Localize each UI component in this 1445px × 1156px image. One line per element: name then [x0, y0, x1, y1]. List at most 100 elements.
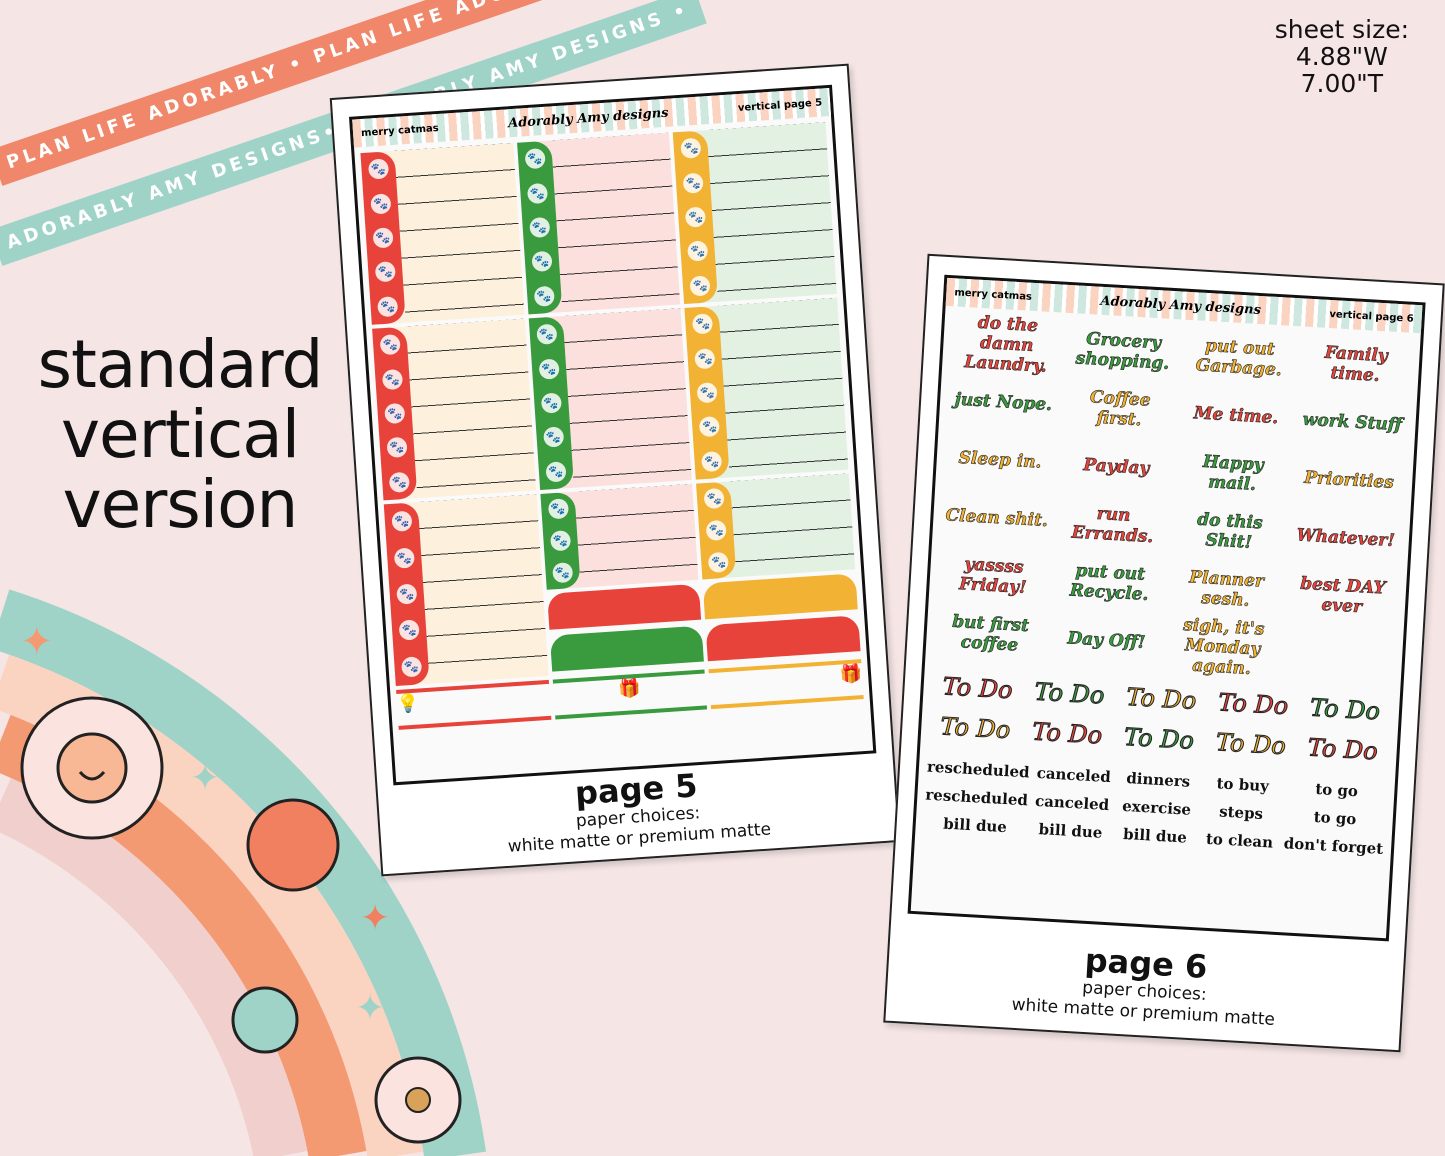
- phrase-sticker: Day Off!: [1066, 628, 1147, 653]
- phrase-sticker: Grocery shopping.: [1075, 329, 1170, 374]
- paw-icon: 🐾: [370, 192, 392, 215]
- label-sticker: bill due: [942, 814, 1008, 837]
- paw-icon: 🐾: [687, 240, 709, 263]
- page-label: vertical page 6: [1329, 308, 1414, 325]
- todo-sticker: To Do: [939, 712, 1012, 745]
- sparkle-icon: ✦: [20, 619, 54, 665]
- checklist-box: 🐾 🐾 🐾 🐾 🐾: [673, 122, 837, 305]
- todo-sticker: To Do: [1215, 728, 1287, 761]
- paw-icon: 🐾: [398, 619, 420, 641]
- checklist-box: 🐾 🐾 🐾 🐾 🐾: [360, 143, 525, 325]
- label-sticker: to go: [1314, 779, 1359, 801]
- paw-icon: 🐾: [374, 261, 397, 283]
- sheet-width: 4.88"W: [1295, 42, 1388, 71]
- paw-icon: 🐾: [388, 471, 410, 493]
- brand-logo: Adorably Amy designs: [1100, 293, 1262, 318]
- paw-icon: 🐾: [367, 158, 390, 180]
- phrase-sticker: do this Shit!: [1196, 509, 1264, 553]
- checklist-box: 🐾 🐾 🐾: [696, 473, 856, 580]
- phrase-sticker: Coffee first.: [1089, 387, 1152, 431]
- gift-icon: 🎁: [552, 669, 708, 720]
- paw-icon: 🐾: [705, 519, 728, 542]
- todo-sticker: To Do: [1123, 722, 1195, 755]
- paw-icon: 🐾: [696, 382, 719, 404]
- paw-icon: 🐾: [685, 206, 707, 228]
- phrase-sticker: Sleep in.: [958, 447, 1043, 473]
- label-sticker: canceled: [1036, 763, 1112, 787]
- phrase-sticker: run Errands.: [1071, 503, 1154, 548]
- phrase-sticker: just Nope.: [954, 389, 1053, 416]
- phrase-sticker: best DAY ever: [1299, 573, 1387, 618]
- todo-sticker: To Do: [1307, 733, 1379, 766]
- theme-label: merry catmas: [360, 122, 439, 139]
- paw-icon: 🐾: [396, 583, 418, 605]
- headline-line: vertical: [60, 396, 300, 473]
- phrase-stickers: do the damn Laundry. Grocery shopping. put…: [925, 306, 1421, 689]
- brand-logo: Adorably Amy designs: [507, 105, 669, 131]
- label-sticker: bill due: [1038, 820, 1103, 842]
- sticker-sheet-page-5: merry catmas Adorably Amy designs vertic…: [329, 63, 901, 877]
- rainbow-band-pink: [0, 778, 308, 1156]
- label-sticker: rescheduled: [926, 757, 1031, 782]
- paw-icon: 🐾: [528, 216, 551, 239]
- checklist-box: 🐾 🐾 🐾 🐾 🐾: [516, 132, 681, 315]
- label-sticker: rescheduled: [924, 785, 1029, 810]
- checklist-box: 🐾 🐾 🐾: [540, 483, 699, 590]
- todo-sticker: To Do: [1217, 688, 1289, 721]
- theme-label: merry catmas: [954, 286, 1033, 303]
- lightbulb-icon: 💡: [396, 679, 552, 730]
- paw-icon: 🐾: [689, 275, 711, 297]
- phrase-sticker: Payday: [1082, 455, 1151, 479]
- paw-icon: 🐾: [526, 182, 548, 204]
- paw-icon: 🐾: [377, 295, 399, 318]
- paw-icon: 🐾: [524, 148, 546, 170]
- label-sticker: exercise: [1121, 796, 1192, 819]
- paw-icon: 🐾: [540, 392, 562, 414]
- phrase-sticker: yassss Friday!: [958, 554, 1028, 598]
- paw-icon: 🐾: [379, 334, 401, 356]
- sticker-area: merry catmas Adorably Amy designs vertic…: [907, 274, 1426, 942]
- paw-icon: 🐾: [533, 285, 555, 307]
- sheet-height: 7.00"T: [1300, 69, 1384, 98]
- checklist-box: 🐾 🐾 🐾 🐾 🐾: [372, 318, 536, 501]
- label-sticker: steps: [1218, 802, 1264, 823]
- phrase-sticker: Priorities: [1303, 467, 1395, 493]
- paw-icon: 🐾: [701, 450, 723, 472]
- label-sticker: don't forget: [1283, 834, 1384, 858]
- phrase-sticker: Me time.: [1193, 403, 1279, 429]
- paw-icon: 🐾: [400, 656, 423, 678]
- flower-orange: [246, 798, 340, 892]
- headline: standard vertical version: [30, 330, 330, 540]
- flower-teal: [231, 986, 299, 1054]
- label-sticker: bill due: [1122, 824, 1188, 847]
- sheet-size: sheet size: 4.88"W 7.00"T: [1275, 16, 1409, 97]
- sparkle-icon: ✦: [355, 988, 385, 1029]
- checklist-box: 🐾 🐾 🐾 🐾 🐾: [528, 308, 693, 491]
- paw-icon: 🐾: [545, 461, 567, 483]
- paw-icon: 🐾: [708, 551, 730, 573]
- paw-icon: 🐾: [682, 172, 705, 194]
- sticker-area: merry catmas Adorably Amy designs vertic…: [349, 84, 877, 786]
- checklist-box: 🐾 🐾 🐾 🐾 🐾: [684, 297, 849, 480]
- phrase-sticker: Whatever!: [1296, 525, 1396, 552]
- sheet-size-label: sheet size:: [1274, 15, 1409, 44]
- phrase-sticker: Clean shit.: [945, 505, 1049, 532]
- flower-center: [405, 1087, 431, 1113]
- paw-icon: 🐾: [531, 251, 553, 273]
- phrase-sticker: put out Garbage.: [1195, 335, 1283, 381]
- phrase-sticker: but first coffee: [951, 611, 1030, 656]
- paw-banners: [703, 573, 861, 665]
- headline-line: standard: [37, 326, 324, 403]
- phrase-sticker: sigh, it's Monday again.: [1182, 615, 1265, 680]
- todo-sticker: To Do: [1033, 677, 1106, 710]
- paw-icon: 🐾: [699, 416, 721, 438]
- paw-icon: 🐾: [386, 437, 408, 459]
- paw-icon: 🐾: [535, 323, 558, 346]
- paw-banners: [546, 583, 705, 676]
- paw-icon: 🐾: [391, 510, 413, 533]
- checklist-box: 🐾 🐾 🐾 🐾 🐾: [383, 494, 549, 686]
- phrase-sticker: Family time.: [1324, 342, 1389, 386]
- paw-icon: 🐾: [547, 498, 569, 520]
- paw-icon: 🐾: [692, 313, 714, 335]
- phrase-sticker: put out Recycle.: [1069, 560, 1149, 605]
